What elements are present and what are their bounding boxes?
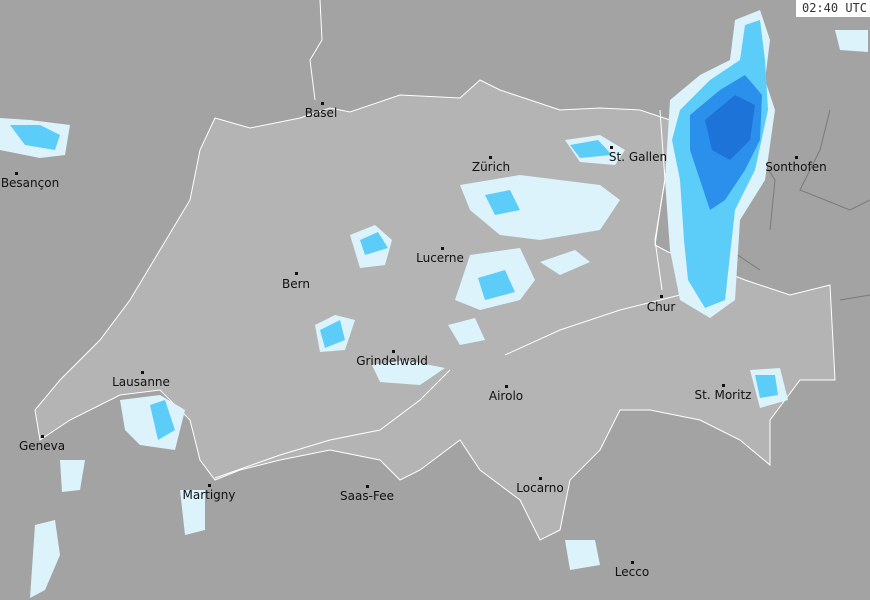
city-label-basel: Basel <box>304 106 338 120</box>
city-label-locarno: Locarno <box>516 481 564 495</box>
city-label-besancon: Besançon <box>0 176 60 190</box>
city-marker <box>610 146 613 149</box>
city-marker <box>441 247 444 250</box>
city-label-sonthofen: Sonthofen <box>765 160 827 174</box>
city-marker <box>15 172 18 175</box>
city-marker <box>722 384 725 387</box>
city-marker <box>366 485 369 488</box>
city-label-lausanne: Lausanne <box>112 375 170 389</box>
radar-precipitation <box>0 10 868 598</box>
city-label-bern: Bern <box>282 277 310 291</box>
city-marker <box>631 561 634 564</box>
city-marker <box>208 484 211 487</box>
city-label-airolo: Airolo <box>488 389 524 403</box>
city-marker <box>41 435 44 438</box>
timestamp-label: 02:40 UTC <box>795 0 870 17</box>
city-label-st-gallen: St. Gallen <box>608 150 668 164</box>
internal-borders <box>214 0 701 479</box>
city-marker <box>392 350 395 353</box>
city-marker <box>295 272 298 275</box>
city-marker <box>660 295 663 298</box>
city-label-grindelwald: Grindelwald <box>356 354 428 368</box>
city-label-zurich: Zürich <box>471 160 511 174</box>
city-label-geneva: Geneva <box>18 439 66 453</box>
city-marker <box>505 385 508 388</box>
city-label-chur: Chur <box>646 300 676 314</box>
switzerland-area <box>34 79 836 541</box>
city-label-martigny: Martigny <box>182 488 236 502</box>
city-marker <box>539 477 542 480</box>
city-marker <box>795 156 798 159</box>
city-marker <box>141 371 144 374</box>
city-label-saas-fee: Saas-Fee <box>340 489 394 503</box>
city-marker <box>489 156 492 159</box>
city-label-lucerne: Lucerne <box>416 251 464 265</box>
city-label-st-moritz: St. Moritz <box>694 388 752 402</box>
city-label-lecco: Lecco <box>614 565 650 579</box>
city-marker <box>321 102 324 105</box>
